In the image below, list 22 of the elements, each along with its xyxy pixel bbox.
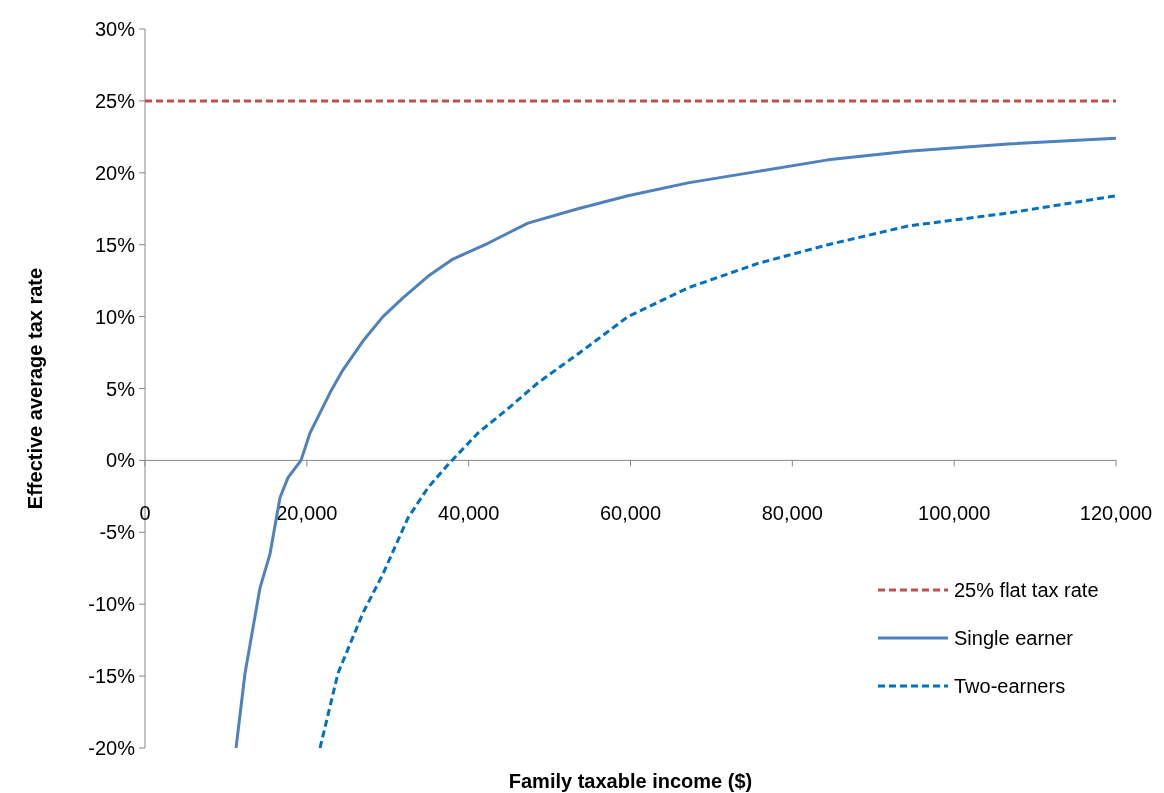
legend-label: Two-earners <box>954 675 1066 697</box>
x-tick-label: 120,000 <box>1079 502 1153 525</box>
x-axis-title: Family taxable income ($) <box>508 770 753 792</box>
legend-label: Single earner <box>954 627 1074 649</box>
y-tick-label: 5% <box>106 377 136 400</box>
y-tick-label: -5% <box>99 521 136 544</box>
y-tick-label: -20% <box>88 737 136 759</box>
y-axis-title: Effective average tax rate <box>24 267 46 510</box>
x-tick-label: 80,000 <box>761 502 823 525</box>
x-tick-label: 40,000 <box>438 502 500 525</box>
y-tick-label: 15% <box>94 233 136 256</box>
y-tick-label: -15% <box>88 665 136 688</box>
y-tick-label: 0% <box>106 449 136 472</box>
y-tick-label: 25% <box>94 89 136 112</box>
y-tick-label: 20% <box>94 161 136 184</box>
y-tick-label: 30% <box>94 18 136 40</box>
x-tick-label: 0 <box>139 502 151 525</box>
legend-label: 25% flat tax rate <box>954 579 1099 601</box>
x-tick-label: 100,000 <box>918 502 991 525</box>
y-tick-label: 10% <box>94 305 136 328</box>
x-tick-label: 60,000 <box>599 502 662 525</box>
y-tick-label: -10% <box>88 593 136 616</box>
